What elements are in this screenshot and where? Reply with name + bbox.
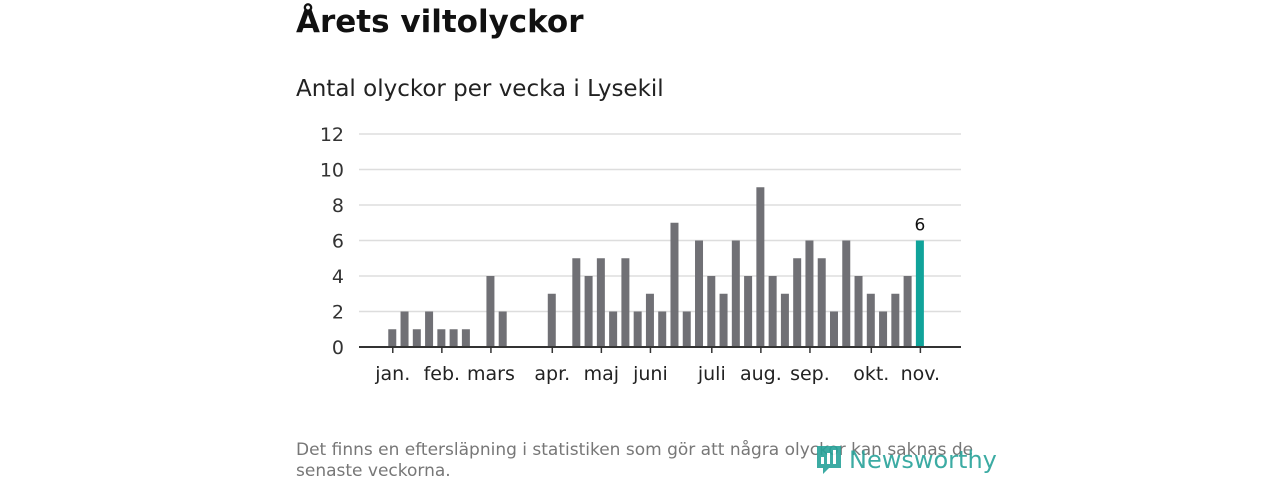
x-tick-label: nov. xyxy=(901,363,940,385)
x-tick-label: okt. xyxy=(853,363,889,385)
bar xyxy=(621,258,630,347)
bar xyxy=(645,293,654,347)
footnote: Det finns en eftersläpning i statistiken… xyxy=(296,440,974,481)
bar xyxy=(756,187,765,347)
bar xyxy=(866,293,875,347)
bar xyxy=(461,329,470,347)
y-tick-label: 0 xyxy=(332,337,344,359)
y-tick-label: 8 xyxy=(332,195,344,217)
bar xyxy=(891,293,900,347)
bar xyxy=(658,311,667,347)
bar xyxy=(695,240,704,347)
bar xyxy=(731,240,740,347)
newsworthy-logo-icon xyxy=(817,446,841,474)
bar xyxy=(572,258,581,347)
bar xyxy=(682,311,691,347)
y-tick-label: 6 xyxy=(332,231,344,253)
bar xyxy=(879,311,888,347)
chart-title: Årets viltolyckor xyxy=(296,4,584,40)
bar xyxy=(609,311,618,347)
bar xyxy=(805,240,814,347)
bar xyxy=(486,276,495,347)
y-tick-label: 2 xyxy=(332,302,344,324)
bar xyxy=(793,258,802,347)
bar xyxy=(670,222,679,347)
x-tick-label: maj xyxy=(584,363,619,385)
bar xyxy=(412,329,421,347)
bar xyxy=(498,311,507,347)
bar xyxy=(707,276,716,347)
x-tick-label: mars xyxy=(467,363,515,385)
bar xyxy=(903,276,912,347)
bar xyxy=(768,276,777,347)
bar xyxy=(633,311,642,347)
y-tick-label: 10 xyxy=(320,160,344,182)
bar xyxy=(829,311,838,347)
bar xyxy=(425,311,434,347)
bar xyxy=(388,329,397,347)
y-tick-label: 4 xyxy=(332,266,344,288)
bar xyxy=(547,293,556,347)
data-label: 6 xyxy=(914,216,925,236)
brand-name: Newsworthy xyxy=(849,446,997,474)
bar xyxy=(584,276,593,347)
bar xyxy=(842,240,851,347)
x-tick-label: aug. xyxy=(740,363,782,385)
x-tick-label: apr. xyxy=(534,363,570,385)
bar xyxy=(915,240,924,347)
y-tick-label: 12 xyxy=(320,124,344,146)
bar xyxy=(719,293,728,347)
bar xyxy=(400,311,409,347)
bar xyxy=(596,258,605,347)
x-tick-label: jan. xyxy=(374,363,410,385)
x-tick-label: juni xyxy=(632,363,668,385)
bar xyxy=(744,276,753,347)
bar xyxy=(817,258,826,347)
bar xyxy=(437,329,446,347)
x-tick-label: juli xyxy=(697,363,726,385)
bar xyxy=(780,293,789,347)
bar-chart: 0 2 4 6 8 10 12 jan. feb. mars apr. maj juni juli aug.… xyxy=(320,124,961,385)
x-tick-label: sep. xyxy=(790,363,830,385)
bar xyxy=(854,276,863,347)
x-tick-label: feb. xyxy=(424,363,460,385)
chart-subtitle: Antal olyckor per vecka i Lysekil xyxy=(296,76,664,102)
bar xyxy=(449,329,458,347)
brand-logo: Newsworthy xyxy=(815,444,997,476)
